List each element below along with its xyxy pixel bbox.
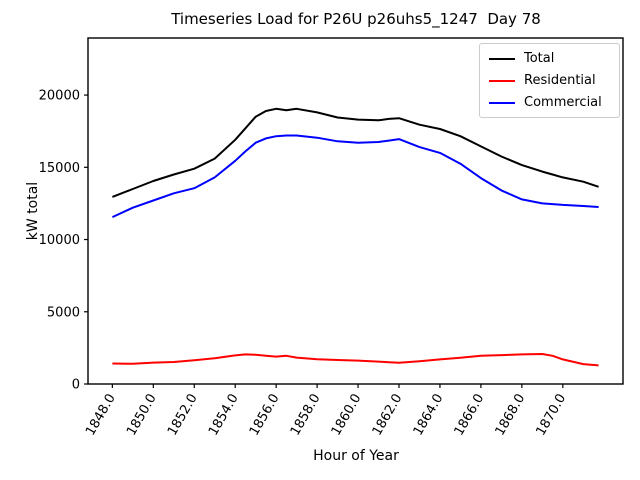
y-axis-label: kW total: [25, 181, 41, 241]
legend-entry-total: Total: [489, 51, 610, 66]
x-tick-label: 1868.0: [493, 392, 529, 439]
y-tick-label: 0: [72, 378, 80, 393]
x-tick-label: 1860.0: [329, 392, 365, 439]
x-tick-label: 1852.0: [165, 392, 201, 439]
x-tick-label: 1850.0: [124, 392, 160, 439]
legend-entry-commercial: Commercial: [489, 95, 610, 110]
series-line-residential: [112, 353, 599, 367]
y-tick-label: 15000: [39, 161, 80, 176]
legend-entry-residential: Residential: [489, 73, 610, 88]
x-tick-label: 1862.0: [370, 392, 406, 439]
legend: Total Residential Commercial: [479, 43, 620, 118]
x-tick-label: 1848.0: [83, 392, 119, 439]
total-line-swatch: [489, 57, 515, 60]
x-tick-label: 1866.0: [452, 392, 488, 439]
y-tick-label: 10000: [39, 233, 80, 248]
commercial-line-swatch: [489, 101, 515, 104]
y-tick-label: 20000: [39, 89, 80, 104]
legend-label-commercial: Commercial: [524, 95, 602, 110]
chart-title: Timeseries Load for P26U p26uhs5_1247 Da…: [171, 10, 541, 28]
axes-spines: [87, 37, 624, 385]
legend-label-residential: Residential: [524, 73, 596, 88]
series-line-commercial: [111, 134, 599, 219]
x-tick-label: 1856.0: [247, 392, 283, 439]
x-axis-label: Hour of Year: [313, 448, 399, 464]
x-tick-label: 1864.0: [411, 392, 447, 439]
x-tick-label: 1854.0: [206, 392, 242, 439]
legend-label-total: Total: [524, 51, 555, 66]
residential-line-swatch: [489, 79, 515, 82]
series-line-total: [112, 107, 599, 198]
y-tick-label: 5000: [47, 305, 80, 320]
x-tick-label: 1870.0: [534, 392, 570, 439]
x-tick-label: 1858.0: [288, 392, 324, 439]
